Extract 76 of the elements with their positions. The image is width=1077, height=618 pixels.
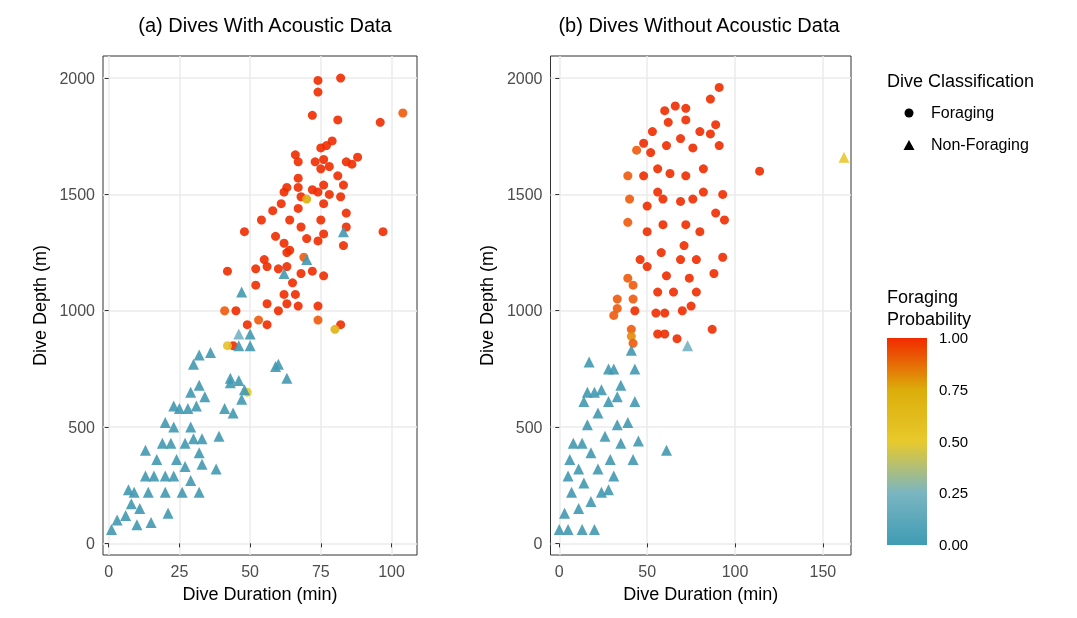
x-tick-label: 0 [104,562,114,580]
point [592,463,604,475]
point [576,437,588,449]
point [604,454,616,466]
color-bar-label: 0.75 [939,380,969,399]
point [629,395,641,407]
point [595,486,607,498]
x-axis-title: Dive Duration (min) [182,584,338,604]
chart-title: (b) Dives Without Acoustic Data [558,14,841,36]
point [599,430,611,442]
point [660,444,672,456]
y-tick-label: 1000 [59,302,96,320]
y-tick-label: 1000 [506,302,543,320]
point [625,344,637,356]
x-axis-title: Dive Duration (min) [623,584,779,604]
y-tick-label: 1500 [506,185,543,203]
x-tick-label: 100 [721,562,749,580]
point [553,523,565,535]
point [611,419,623,431]
y-axis-title: Dive Depth (m) [477,244,497,367]
x-tick-label: 25 [170,562,189,580]
text: Non-Foraging [931,136,1029,154]
point [627,454,639,466]
point [615,379,627,391]
color-bar-label: 0.25 [939,484,969,503]
x-tick-label: 50 [638,562,657,580]
x-tick-label: 0 [554,562,564,580]
point [602,484,614,496]
chart-title: (a) Dives With Acoustic Data [138,14,393,36]
point [564,454,576,466]
point [573,463,585,475]
x-tick-label: 100 [378,562,405,580]
point [632,435,644,447]
y-tick-label: 2000 [506,69,543,87]
point [562,523,574,535]
x-tick-label: 50 [241,562,260,580]
point [629,363,641,375]
point [682,340,694,352]
point [585,495,597,507]
y-tick-label: 500 [68,418,96,436]
color-bar-label: 0.50 [939,432,969,451]
point [838,151,850,163]
text: Foraging [931,104,995,122]
y-tick-label: 0 [86,534,96,552]
point [573,502,585,514]
point [622,416,634,428]
point [588,386,600,398]
x-tick-label: 150 [809,562,837,580]
y-tick-label: 2000 [59,69,96,87]
point [615,437,627,449]
point [608,470,620,482]
y-axis-title: Dive Depth (m) [29,244,50,367]
point [581,419,593,431]
point [576,523,588,535]
point [608,363,620,375]
point [588,523,600,535]
point [559,507,571,519]
point [567,437,579,449]
point [583,356,595,368]
y-tick-label: 500 [515,418,543,436]
legend-title: Dive Classification [887,70,1036,92]
color-bar-title: Foraging Probability [887,286,973,330]
point [578,477,590,489]
y-tick-label: 1500 [59,185,96,203]
point [578,395,590,407]
point [592,407,604,419]
x-tick-label: 75 [311,562,330,580]
color-bar-label: 1.00 [939,329,969,347]
point [611,391,623,403]
point [566,486,578,498]
point [562,470,574,482]
point [585,447,597,459]
y-tick-label: 0 [533,534,543,552]
point [595,384,607,396]
color-bar-label: 0.00 [939,536,969,554]
point [602,395,614,407]
